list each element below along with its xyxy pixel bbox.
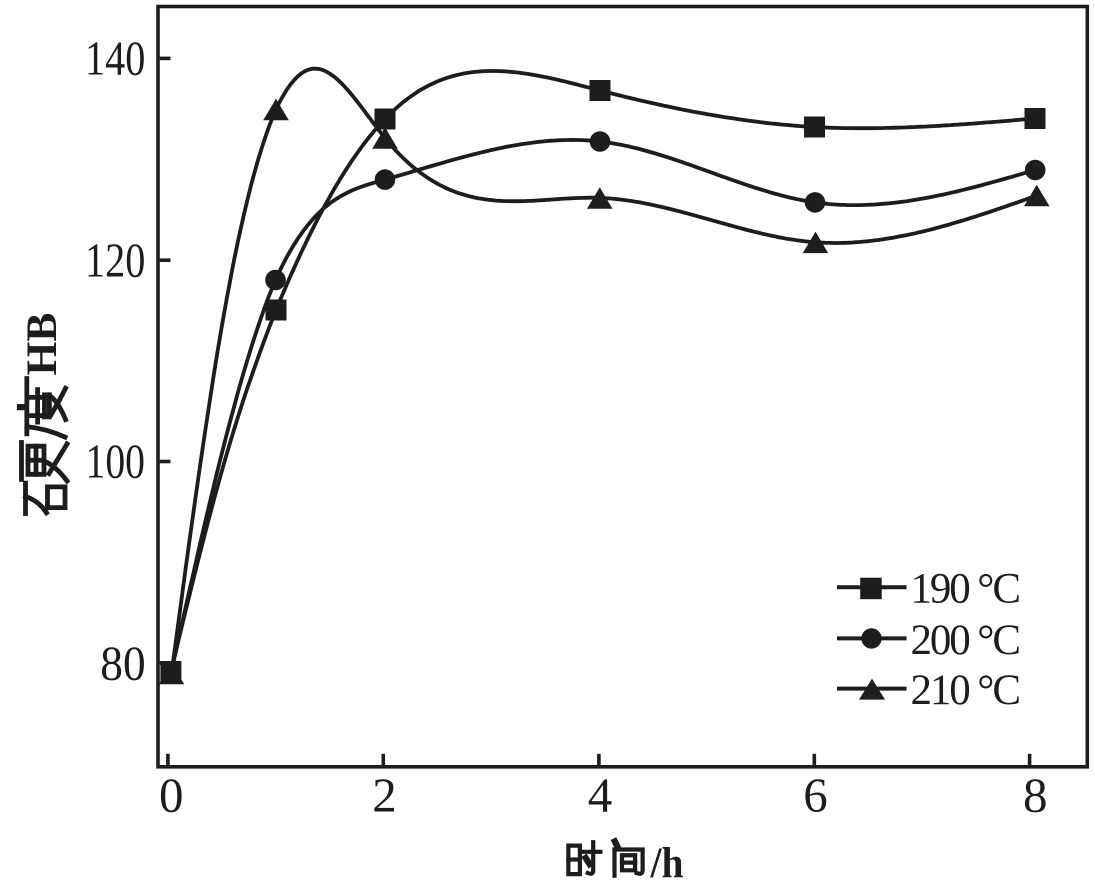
svg-text:4: 4 [588,768,613,823]
svg-text:HB: HB [18,313,66,376]
svg-text:210 °C: 210 °C [911,667,1022,714]
svg-text:0: 0 [159,768,184,823]
svg-text:120: 120 [85,232,145,287]
svg-text:2: 2 [372,768,397,823]
svg-text:190 °C: 190 °C [911,566,1022,613]
svg-text:80: 80 [100,635,145,690]
svg-text:6: 6 [803,768,828,823]
svg-text:/h: /h [650,840,684,882]
svg-text:200 °C: 200 °C [911,617,1022,664]
svg-text:8: 8 [1023,768,1048,823]
svg-text:100: 100 [86,434,146,489]
svg-text:140: 140 [85,31,145,86]
